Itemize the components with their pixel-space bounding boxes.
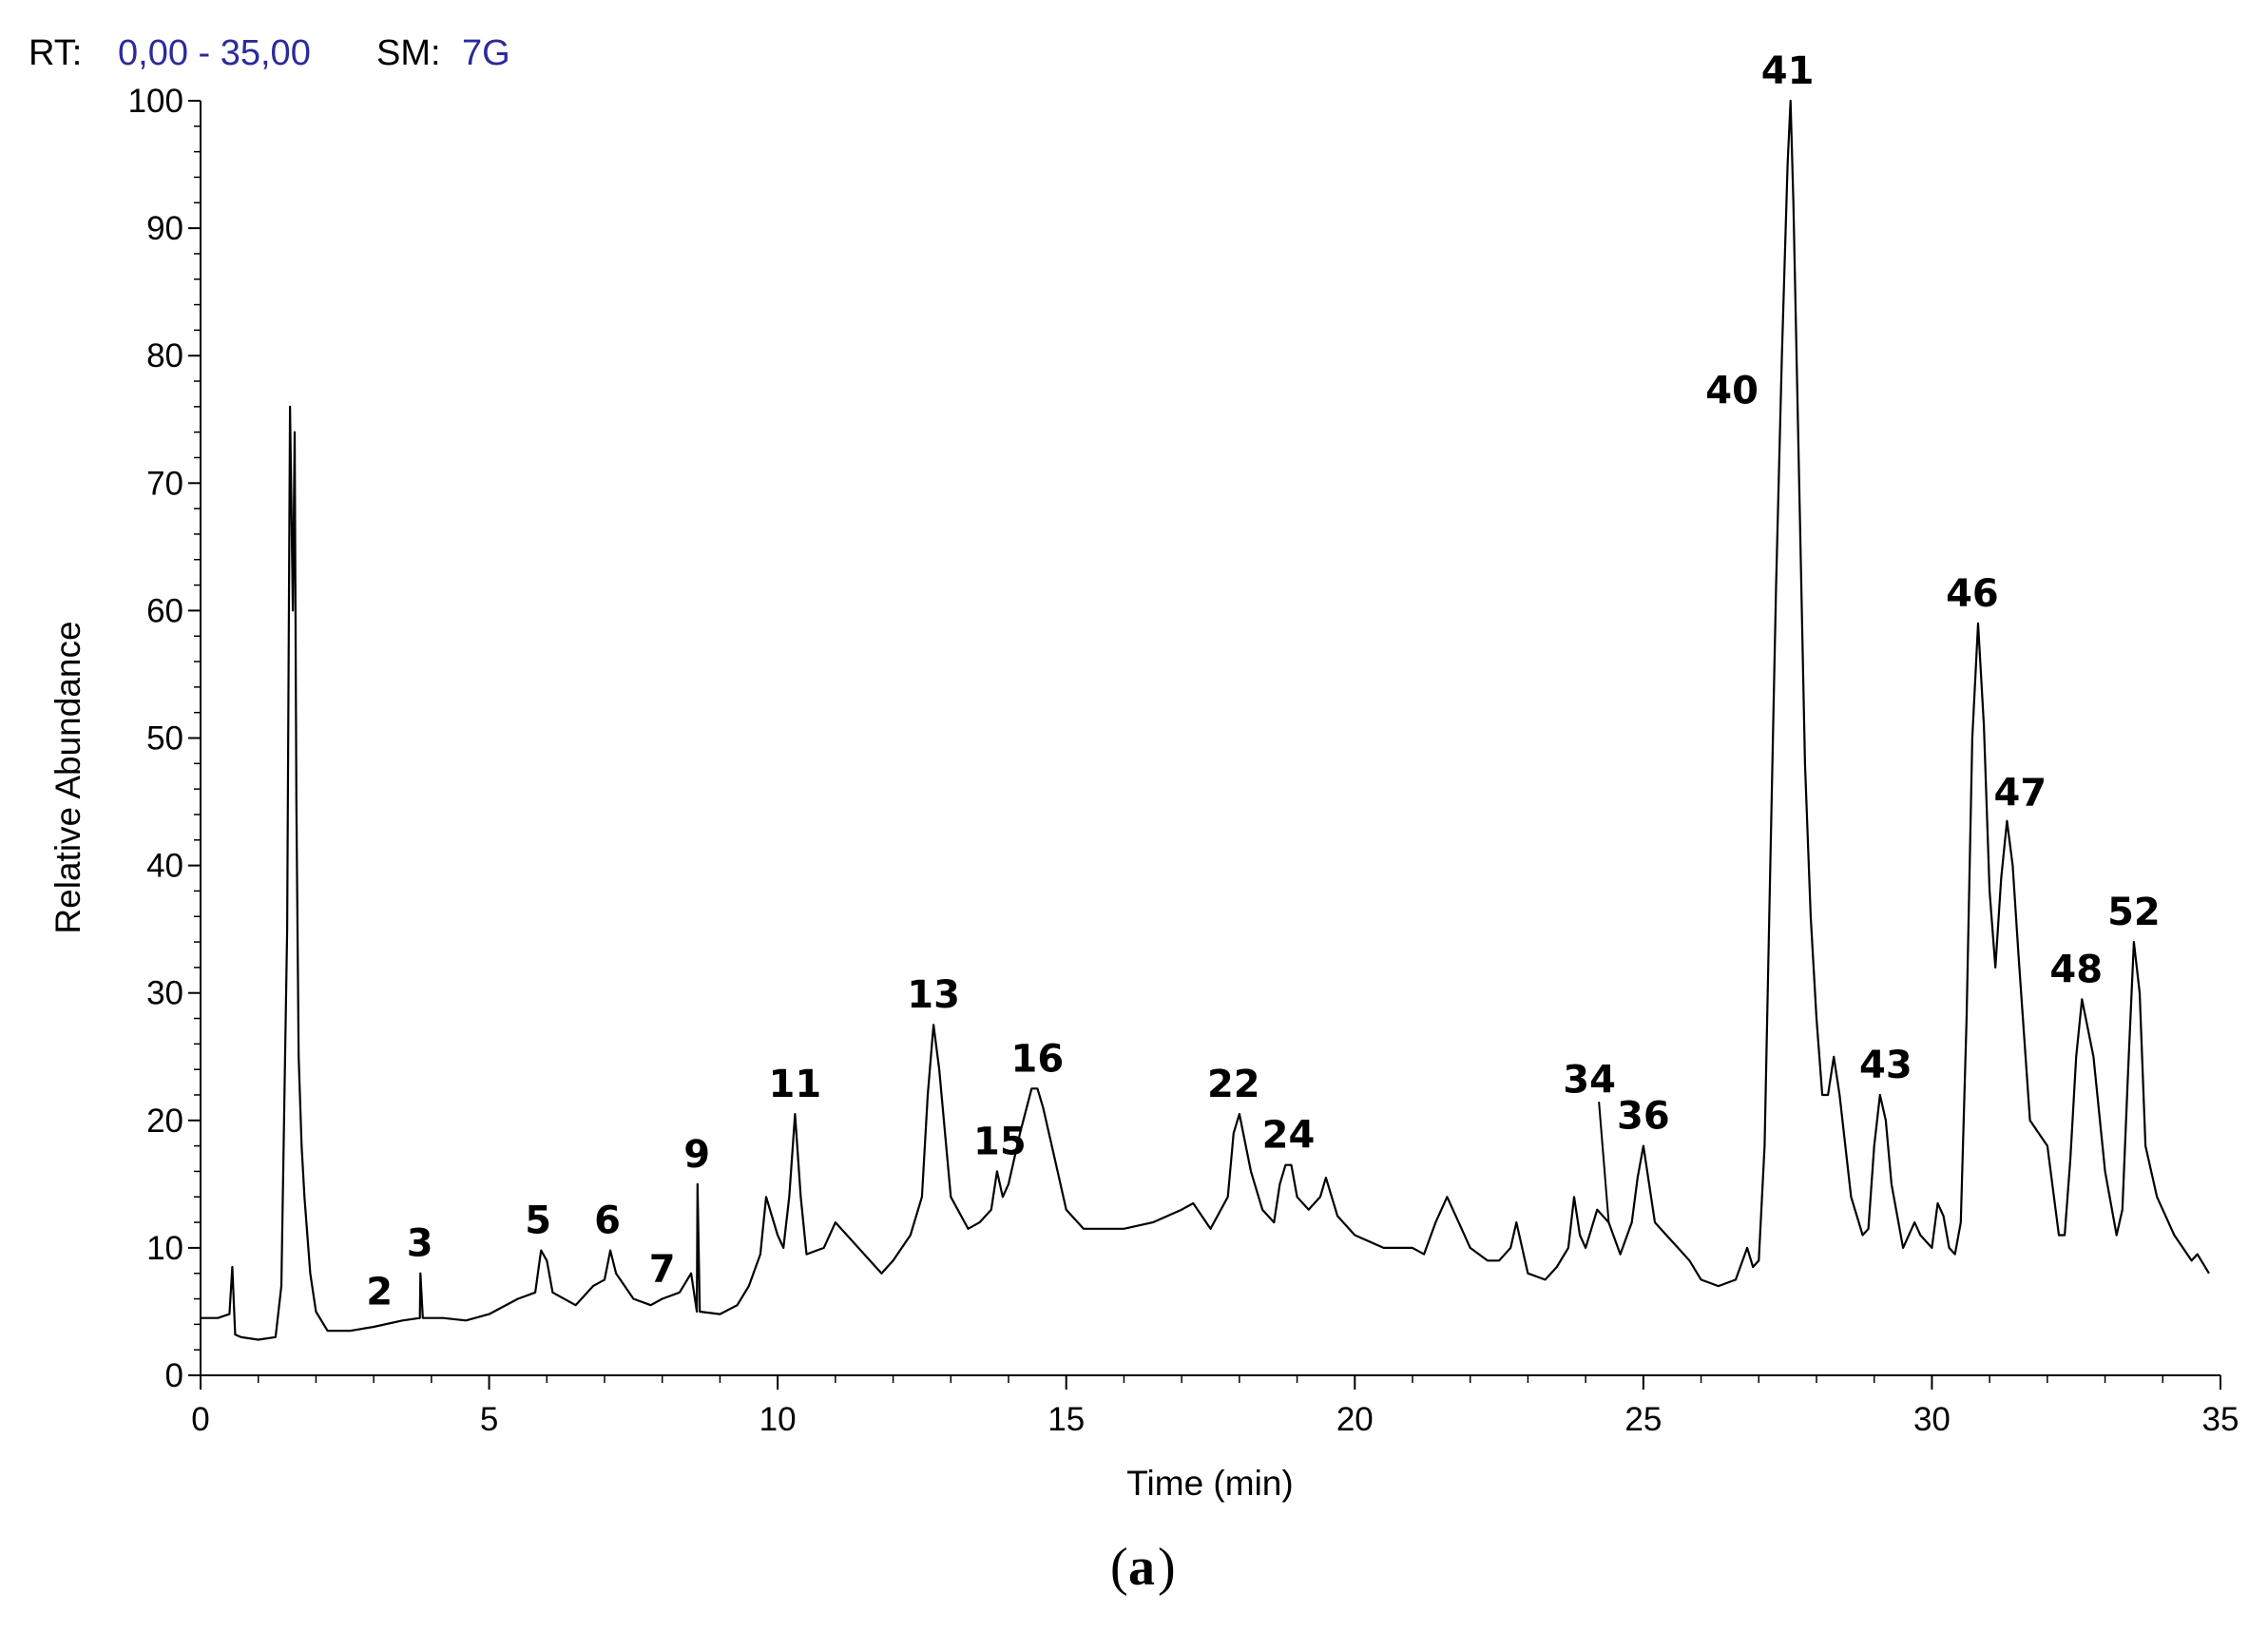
caption-paren-open: ( [1110, 1538, 1128, 1597]
peak-label-16: 16 [1011, 1037, 1065, 1081]
y-tick-label: 20 [146, 1103, 183, 1140]
figure-caption: ( a ) [1110, 1538, 1176, 1597]
header-sm-label: SM: [376, 33, 441, 73]
y-tick-label: 90 [146, 210, 183, 247]
x-tick-label: 5 [480, 1401, 498, 1438]
caption-paren-close: ) [1158, 1538, 1176, 1597]
peak-label-46: 46 [1946, 572, 1999, 616]
x-tick-label: 30 [1913, 1401, 1951, 1438]
peak-label-41: 41 [1761, 49, 1815, 93]
x-minor-ticks [257, 1375, 2164, 1383]
peak-label-22: 22 [1207, 1063, 1260, 1106]
y-tick-label: 60 [146, 592, 183, 629]
peak-label-48: 48 [2049, 948, 2103, 991]
peak-label-34: 34 [1563, 1058, 1616, 1102]
x-tick-label: 35 [2202, 1401, 2239, 1438]
peak-label-7: 7 [649, 1248, 676, 1292]
y-tick-label: 0 [165, 1357, 183, 1394]
x-tick-label: 20 [1336, 1401, 1374, 1438]
y-tick-label: 100 [128, 83, 183, 120]
peak-label-2: 2 [366, 1271, 393, 1314]
x-tick-label: 0 [191, 1401, 209, 1438]
peak-label-43: 43 [1859, 1044, 1912, 1087]
header-rt-label: RT: [29, 33, 82, 73]
x-axis-label: Time (min) [1126, 1464, 1293, 1503]
peak-label-13: 13 [907, 973, 960, 1017]
peak-label-9: 9 [683, 1133, 710, 1177]
chromatogram-trace [201, 99, 2210, 1341]
y-tick-label: 10 [146, 1230, 183, 1267]
y-tick-label: 80 [146, 337, 183, 374]
x-ticks: 0 5 10 15 20 25 30 35 [191, 1375, 2239, 1438]
peak-label-6: 6 [594, 1199, 621, 1243]
peak-label-36: 36 [1617, 1095, 1670, 1139]
peak-label-5: 5 [525, 1199, 551, 1243]
x-tick-label: 15 [1048, 1401, 1085, 1438]
caption-letter: a [1128, 1538, 1155, 1597]
header-sm-value: 7G [462, 33, 510, 73]
peak-label-11: 11 [769, 1063, 822, 1106]
peak-label-24: 24 [1262, 1114, 1316, 1158]
y-ticks: 0 10 20 30 40 50 60 70 80 90 100 [128, 83, 201, 1394]
x-tick-label: 25 [1624, 1401, 1662, 1438]
peak-leader-34 [1598, 1102, 1610, 1223]
y-tick-label: 30 [146, 975, 183, 1012]
y-tick-label: 40 [146, 848, 183, 885]
peak-label-52: 52 [2107, 891, 2161, 934]
peak-label-47: 47 [1993, 772, 2047, 816]
x-tick-label: 10 [759, 1401, 797, 1438]
y-tick-label: 50 [146, 720, 183, 758]
y-minor-ticks [194, 125, 201, 1351]
peak-label-15: 15 [973, 1120, 1027, 1163]
header-rt-range: 0,00 - 35,00 [118, 33, 311, 73]
peak-label-3: 3 [407, 1222, 433, 1266]
peak-label-40: 40 [1705, 369, 1759, 413]
y-tick-label: 70 [146, 465, 183, 502]
y-axis-label: Relative Abundance [48, 621, 87, 933]
axes [200, 101, 2220, 1376]
